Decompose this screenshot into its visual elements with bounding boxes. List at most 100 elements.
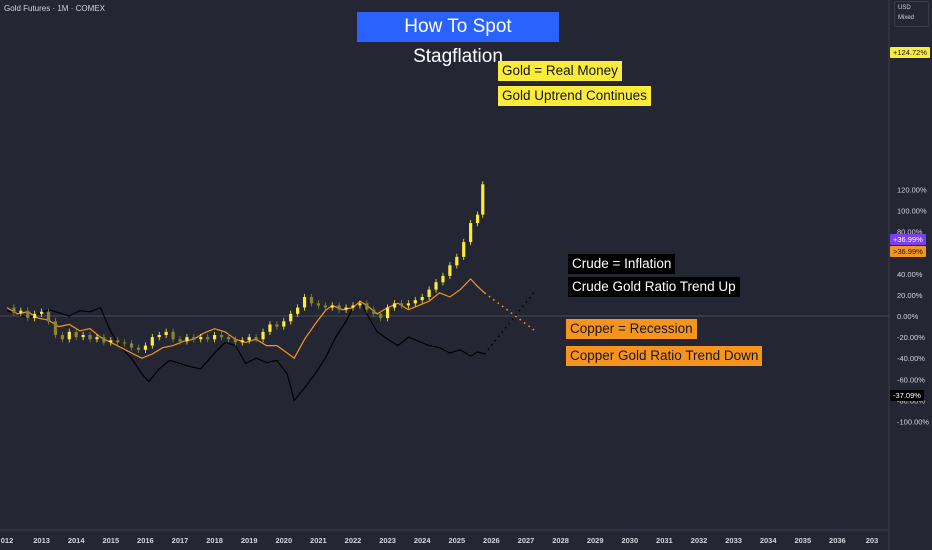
x-tick-label: 2015 [102, 536, 119, 545]
x-tick-label: 2030 [621, 536, 638, 545]
gold-candle-body [219, 335, 224, 338]
gold-candle-body [309, 296, 314, 304]
y-tick-label: 120.00% [897, 185, 927, 194]
gold-candle-body [330, 305, 334, 308]
gold-candle-body [74, 331, 78, 338]
copper-series-line [6, 278, 485, 360]
x-tick-label: 2016 [137, 536, 154, 545]
x-tick-label: 2028 [552, 536, 569, 545]
gold-candle-body [475, 214, 480, 224]
x-tick-label: 2019 [241, 536, 258, 545]
crude-annotation-2: Crude Gold Ratio Trend Up [568, 277, 740, 297]
gold-candle-body [481, 184, 485, 215]
gold-candle-body [316, 303, 320, 306]
copper-projection-line [484, 292, 537, 333]
gold-candle-body [109, 340, 113, 343]
copper-annotation-2: Copper Gold Ratio Trend Down [566, 346, 763, 366]
gold-candle-body [282, 321, 286, 327]
gold-candle-body [185, 337, 189, 342]
y-tick-label: 0.00% [897, 312, 919, 321]
gold-candle-body [302, 296, 307, 308]
gold-annotation-2: Gold Uptrend Continues [498, 86, 651, 106]
x-tick-label: 2014 [68, 536, 86, 545]
x-tick-label: 2022 [345, 536, 362, 545]
gold-candle-body [233, 339, 237, 343]
gold-candle-body [469, 223, 473, 243]
gold-candle-body [275, 324, 279, 327]
x-tick-label: 2018 [206, 536, 223, 545]
gold-candle-body [46, 311, 51, 322]
gold-candle-body [406, 303, 410, 306]
crude-line-price-tag: -37.09% [890, 390, 924, 401]
gold-candle-body [53, 321, 58, 336]
x-tick-label: 2025 [448, 536, 465, 545]
gold-candle-body [399, 303, 404, 306]
x-tick-label: 2035 [794, 536, 811, 545]
gold-candle-body [254, 337, 258, 340]
chart-title: How To Spot Stagflation [357, 12, 559, 67]
gold-candle-body [323, 305, 327, 308]
y-tick-label: 80.00% [897, 228, 923, 237]
copper-annotation-1: Copper = Recession [566, 319, 697, 339]
gold-candle-body [434, 282, 438, 290]
x-tick-label: 2024 [414, 536, 432, 545]
gold-price-tag: +124.72% [890, 47, 930, 58]
crude-price-tag: +36.99% [890, 234, 926, 245]
y-tick-label: -100.00% [897, 418, 929, 427]
gold-candle-body [192, 337, 196, 340]
crude-annotation-1: Crude = Inflation [568, 254, 676, 274]
gold-candle-body [420, 296, 424, 301]
x-tick-label: 2033 [725, 536, 742, 545]
gold-candle-body [26, 310, 30, 319]
gold-candle-body [143, 345, 147, 350]
gold-candle-body [351, 305, 355, 308]
gold-candle-body [427, 289, 431, 297]
gold-candle-body [372, 309, 376, 314]
gold-candle-body [240, 340, 244, 343]
x-tick-label: 2020 [275, 536, 292, 545]
x-tick-label: 2017 [172, 536, 189, 545]
gold-candle-body [268, 324, 272, 332]
gold-candle-body [33, 313, 37, 319]
gold-candle-body [337, 305, 341, 310]
x-tick-label: 2021 [310, 536, 327, 545]
scale-mode-label: Mixed [898, 15, 915, 21]
gold-candle-body [129, 343, 134, 348]
gold-candle-body [392, 303, 397, 308]
x-tick-label: 203 [866, 536, 879, 545]
y-tick-label: -40.00% [897, 354, 925, 363]
gold-candle-body [386, 307, 390, 319]
gold-candle-body [365, 303, 369, 310]
y-tick-label: -20.00% [897, 333, 925, 342]
gold-candle-body [296, 307, 300, 314]
gold-candle-body [178, 339, 182, 342]
gold-candle-body [247, 337, 251, 341]
x-tick-label: 2036 [829, 536, 846, 545]
gold-candle-body [448, 265, 452, 276]
gold-candle-body [289, 313, 293, 322]
gold-candle-body [81, 335, 85, 338]
gold-candle-body [213, 335, 217, 340]
gold-candle-body [413, 300, 417, 304]
gold-candle-body [344, 307, 348, 310]
gold-candle-body [12, 307, 16, 313]
gold-candle-body [441, 275, 445, 283]
gold-candle-body [164, 331, 168, 336]
x-tick-label: 2027 [518, 536, 535, 545]
x-tick-label: 2013 [33, 536, 50, 545]
gold-candle-body [358, 303, 362, 306]
gold-candle-body [462, 242, 466, 257]
gold-candle-body [136, 347, 141, 350]
gold-candle-body [261, 331, 265, 340]
x-tick-label: 2023 [379, 536, 396, 545]
gold-annotation-1: Gold = Real Money [498, 61, 622, 81]
symbol-label: Gold Futures · 1M · COMEX [4, 4, 105, 13]
crude-projection-line [483, 289, 538, 355]
y-tick-label: 40.00% [897, 270, 923, 279]
gold-candle-body [150, 337, 154, 346]
copper-price-tag-pct: >36.99% [890, 246, 926, 257]
scale-mode-box[interactable]: USD Mixed [894, 1, 929, 27]
y-tick-label: 100.00% [897, 206, 927, 215]
crude-series-line [6, 299, 485, 402]
